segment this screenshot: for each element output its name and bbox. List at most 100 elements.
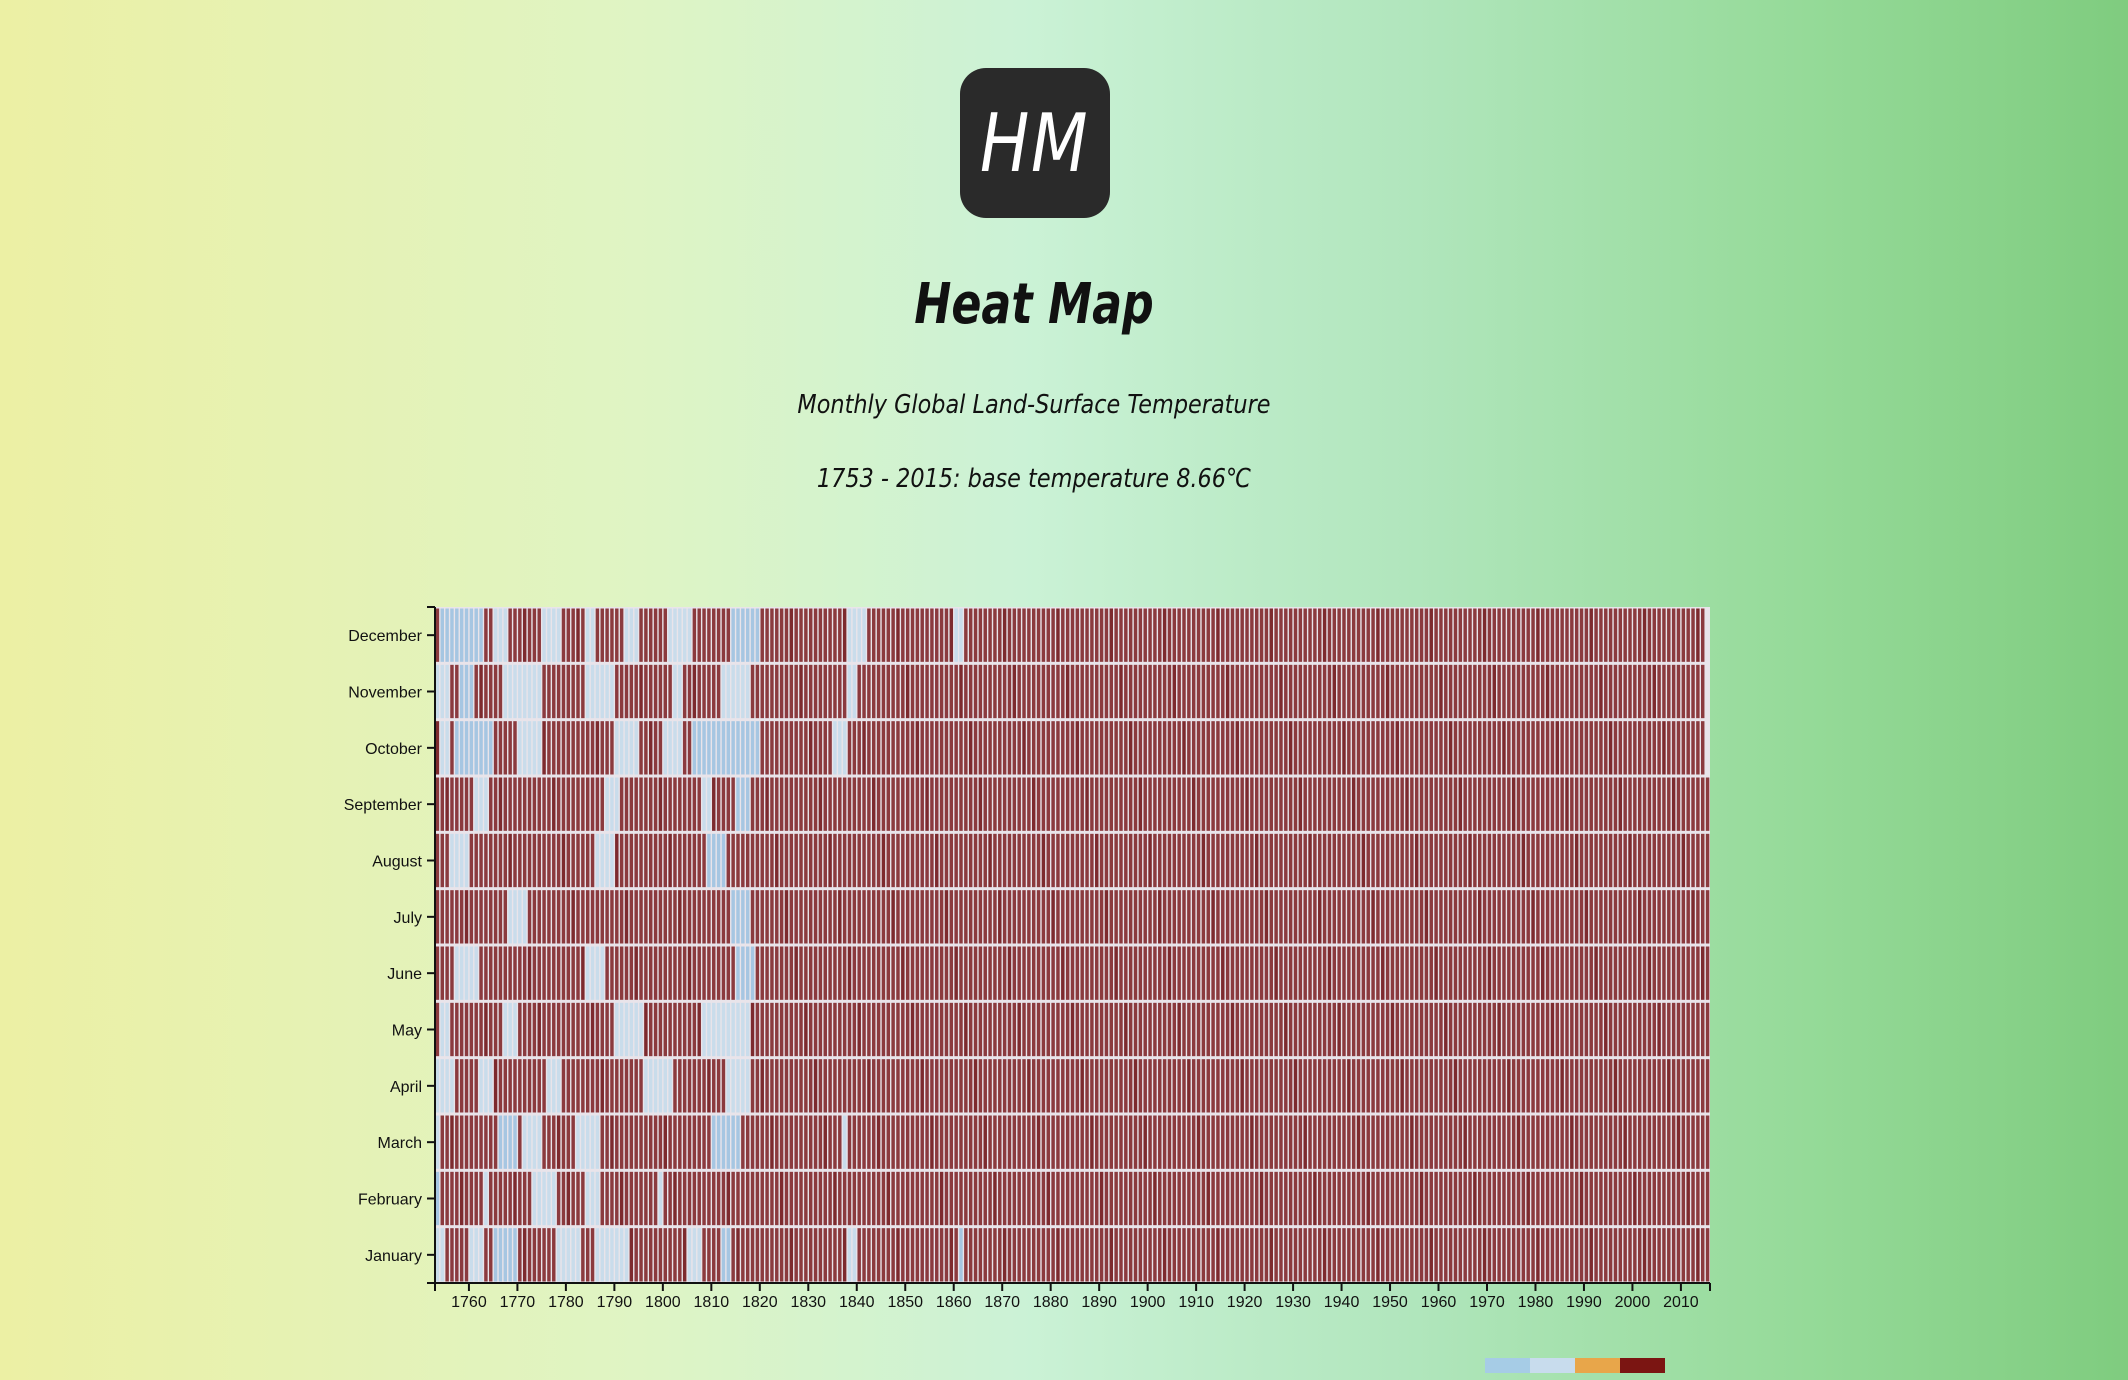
heat-map-cell — [499, 609, 502, 662]
heat-map-cell — [1061, 834, 1064, 887]
heat-map-cell — [1430, 1228, 1433, 1281]
heat-map-cell — [1575, 1003, 1578, 1056]
heat-map-cell — [707, 721, 710, 774]
heat-map-cell — [562, 721, 565, 774]
heat-map-cell — [1502, 721, 1505, 774]
heat-map-cell — [853, 665, 856, 718]
heat-map-cell — [1604, 1003, 1607, 1056]
heat-map-cell — [1250, 1003, 1253, 1056]
heat-map-cell — [1517, 778, 1520, 831]
heat-map-cell — [1415, 609, 1418, 662]
heat-map-cell — [1425, 1003, 1428, 1056]
heat-map-cell — [504, 947, 507, 1000]
heat-map-cell — [824, 1228, 827, 1281]
heat-map-cell — [1085, 778, 1088, 831]
heat-map-cell — [1226, 1059, 1229, 1112]
heat-map-cell — [499, 1059, 502, 1112]
heat-map-cell — [547, 890, 550, 943]
heat-map-cell — [1633, 890, 1636, 943]
heat-map-cell — [1493, 721, 1496, 774]
heat-map-cell — [1148, 947, 1151, 1000]
heat-map-cell — [1270, 947, 1273, 1000]
heat-map-cell — [867, 1228, 870, 1281]
heat-map-cell — [702, 834, 705, 887]
heat-map-cell — [1279, 1172, 1282, 1225]
heat-map-cell — [605, 665, 608, 718]
heat-map-cell — [557, 1116, 560, 1169]
heat-map-cell — [1667, 890, 1670, 943]
heat-map-cell — [1701, 1116, 1704, 1169]
heat-map-cell — [639, 1172, 642, 1225]
heat-map-cell — [906, 1059, 909, 1112]
heat-map-cell — [1323, 665, 1326, 718]
heat-map-cell — [1240, 609, 1243, 662]
heat-map-cell — [1114, 609, 1117, 662]
heat-map-cell — [688, 778, 691, 831]
heat-map-cell — [1313, 721, 1316, 774]
heat-map-cell — [1013, 1172, 1016, 1225]
heat-map-cell — [668, 890, 671, 943]
heat-map-cell — [1638, 1059, 1641, 1112]
heat-map-cell — [1240, 1003, 1243, 1056]
heat-map-cell — [1250, 1059, 1253, 1112]
heat-map-cell — [1585, 721, 1588, 774]
heat-map-cell — [1207, 778, 1210, 831]
heat-map-cell — [819, 609, 822, 662]
heat-map-cell — [1391, 1003, 1394, 1056]
heat-map-cell — [1207, 947, 1210, 1000]
heat-map-cell — [722, 609, 725, 662]
heat-map-cell — [843, 834, 846, 887]
heat-map-cell — [1565, 609, 1568, 662]
heat-map-cell — [470, 1172, 473, 1225]
heat-map-cell — [1047, 665, 1050, 718]
heat-map-cell — [1008, 1172, 1011, 1225]
heat-map-cell — [489, 947, 492, 1000]
heat-map-cell — [731, 1059, 734, 1112]
heat-map-cell — [634, 1059, 637, 1112]
heat-map-cell — [1226, 609, 1229, 662]
heat-map-cell — [1517, 1116, 1520, 1169]
heat-map-cell — [659, 1116, 662, 1169]
heat-map-cell — [1468, 1003, 1471, 1056]
heat-map-cell — [639, 1003, 642, 1056]
heat-map-cell — [1071, 890, 1074, 943]
heat-map-cell — [1643, 1172, 1646, 1225]
heat-map-cell — [1493, 947, 1496, 1000]
heat-map-cell — [1468, 609, 1471, 662]
heat-map-cell — [1071, 1116, 1074, 1169]
heat-map-cell — [1405, 834, 1408, 887]
heat-map-cell — [785, 1059, 788, 1112]
heat-map-cell — [857, 1059, 860, 1112]
legend-swatch — [1485, 1358, 1530, 1373]
heat-map-cell — [1522, 721, 1525, 774]
heat-map-cell — [1376, 721, 1379, 774]
heat-map-cell — [1541, 721, 1544, 774]
heat-map-cell — [1449, 834, 1452, 887]
heat-map-cell — [916, 1228, 919, 1281]
heat-map-cell — [964, 609, 967, 662]
heat-map-cell — [712, 1172, 715, 1225]
heat-map-cell — [1236, 890, 1239, 943]
heat-map-cell — [576, 778, 579, 831]
heat-map-cell — [499, 1003, 502, 1056]
heat-map-cell — [877, 1172, 880, 1225]
heat-map-cell — [1202, 1228, 1205, 1281]
heat-map-cell — [1333, 890, 1336, 943]
heat-map-cell — [523, 1116, 526, 1169]
heat-map-cell — [707, 665, 710, 718]
heat-map-cell — [1042, 721, 1045, 774]
heat-map-cell — [887, 1172, 890, 1225]
heat-map-cell — [601, 721, 604, 774]
heat-map-cell — [630, 890, 633, 943]
heat-map-cell — [1541, 778, 1544, 831]
heat-map-cell — [1449, 1003, 1452, 1056]
heat-map-cell — [736, 1059, 739, 1112]
heat-map-cell — [1284, 834, 1287, 887]
heat-map-cell — [1047, 609, 1050, 662]
heat-map-cell — [494, 1059, 497, 1112]
heat-map-cell — [1706, 778, 1709, 831]
heat-map-cell — [1027, 1003, 1030, 1056]
heat-map-cell — [474, 778, 477, 831]
heat-map-cell — [1463, 1003, 1466, 1056]
heat-map-cell — [673, 609, 676, 662]
